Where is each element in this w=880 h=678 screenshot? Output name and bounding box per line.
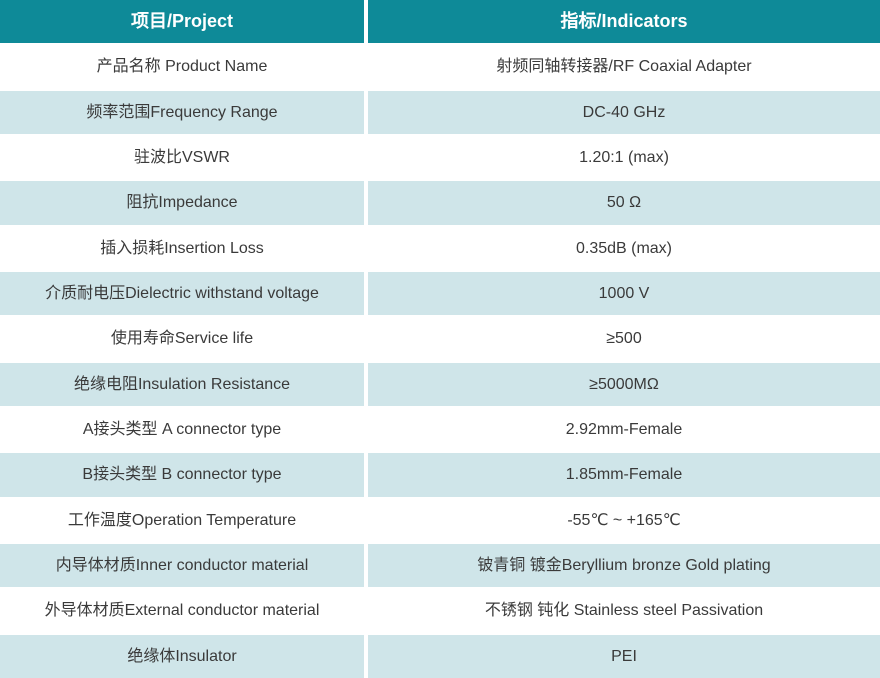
project-cell: B接头类型 B connector type	[0, 453, 368, 497]
project-cell: 驻波比VSWR	[0, 135, 368, 180]
project-cell: 阻抗Impedance	[0, 181, 368, 225]
indicator-cell: 铍青铜 镀金Beryllium bronze Gold plating	[477, 557, 771, 574]
table-row-b-connector-type: B接头类型 B connector type 1.85mm-Female	[0, 453, 880, 499]
table-row-dielectric-withstand-voltage: 介质耐电压Dielectric withstand voltage 1000 V	[0, 271, 880, 318]
project-cell: 内导体材质Inner conductor material	[0, 543, 368, 588]
table-row-inner-conductor-material: 内导体材质Inner conductor material 铍青铜 镀金Bery…	[0, 543, 880, 590]
indicator-cell: 1.85mm-Female	[565, 466, 683, 484]
indicator-cell: 0.35dB (max)	[575, 239, 673, 257]
indicator-cell: ≥500	[606, 330, 642, 348]
table-row-service-life: 使用寿命Service life ≥500	[0, 317, 880, 363]
table-row-insertion-loss: 插入损耗Insertion Loss 0.35dB (max)	[0, 226, 880, 272]
indicator-cell: 2.92mm-Female	[565, 421, 683, 439]
header-cell-indicators: 指标/Indicators	[560, 10, 688, 31]
table-row-vswr: 驻波比VSWR 1.20:1 (max)	[0, 135, 880, 182]
project-cell: 频率范围Frequency Range	[0, 90, 368, 134]
project-cell: 外导体材质External conductor material	[0, 589, 368, 633]
table-header-row: 项目/Project 指标/Indicators	[0, 0, 880, 46]
indicator-cell: 射频同轴转接器/RF Coaxial Adapter	[496, 58, 752, 76]
table-row-operation-temperature: 工作温度Operation Temperature -55℃ ~ +165℃	[0, 498, 880, 544]
table-row-frequency-range: 频率范围Frequency Range DC-40 GHz	[0, 90, 880, 136]
project-cell: 工作温度Operation Temperature	[0, 498, 368, 542]
indicator-cell: 1.20:1 (max)	[579, 149, 669, 167]
project-cell: 使用寿命Service life	[0, 317, 368, 361]
table-row-insulation-resistance: 绝缘电阻Insulation Resistance ≥5000MΩ	[0, 362, 880, 408]
indicator-cell: 1000 V	[598, 285, 650, 303]
header-cell-project: 项目/Project	[0, 0, 368, 44]
indicator-cell: 50 Ω	[606, 194, 642, 212]
project-cell: 介质耐电压Dielectric withstand voltage	[0, 271, 368, 316]
table-row-insulator: 绝缘体Insulator PEI	[0, 634, 880, 678]
table-row-a-connector-type: A接头类型 A connector type 2.92mm-Female	[0, 407, 880, 454]
indicator-cell: DC-40 GHz	[582, 103, 666, 121]
project-cell: 绝缘体Insulator	[0, 634, 368, 678]
project-cell: 产品名称 Product Name	[0, 45, 368, 89]
indicator-cell: ≥5000MΩ	[589, 375, 659, 393]
indicator-cell: PEI	[611, 647, 637, 665]
table-row-impedance: 阻抗Impedance 50 Ω	[0, 181, 880, 227]
indicator-cell: 不锈钢 钝化 Stainless steel Passivation	[484, 602, 764, 620]
project-cell: 绝缘电阻Insulation Resistance	[0, 362, 368, 406]
project-cell: A接头类型 A connector type	[0, 407, 368, 452]
table-row-product-name: 产品名称 Product Name 射频同轴转接器/RF Coaxial Ada…	[0, 45, 880, 91]
table-row-external-conductor-material: 外导体材质External conductor material 不锈钢 钝化 …	[0, 589, 880, 635]
indicator-cell: -55℃ ~ +165℃	[567, 511, 681, 529]
project-cell: 插入损耗Insertion Loss	[0, 226, 368, 270]
